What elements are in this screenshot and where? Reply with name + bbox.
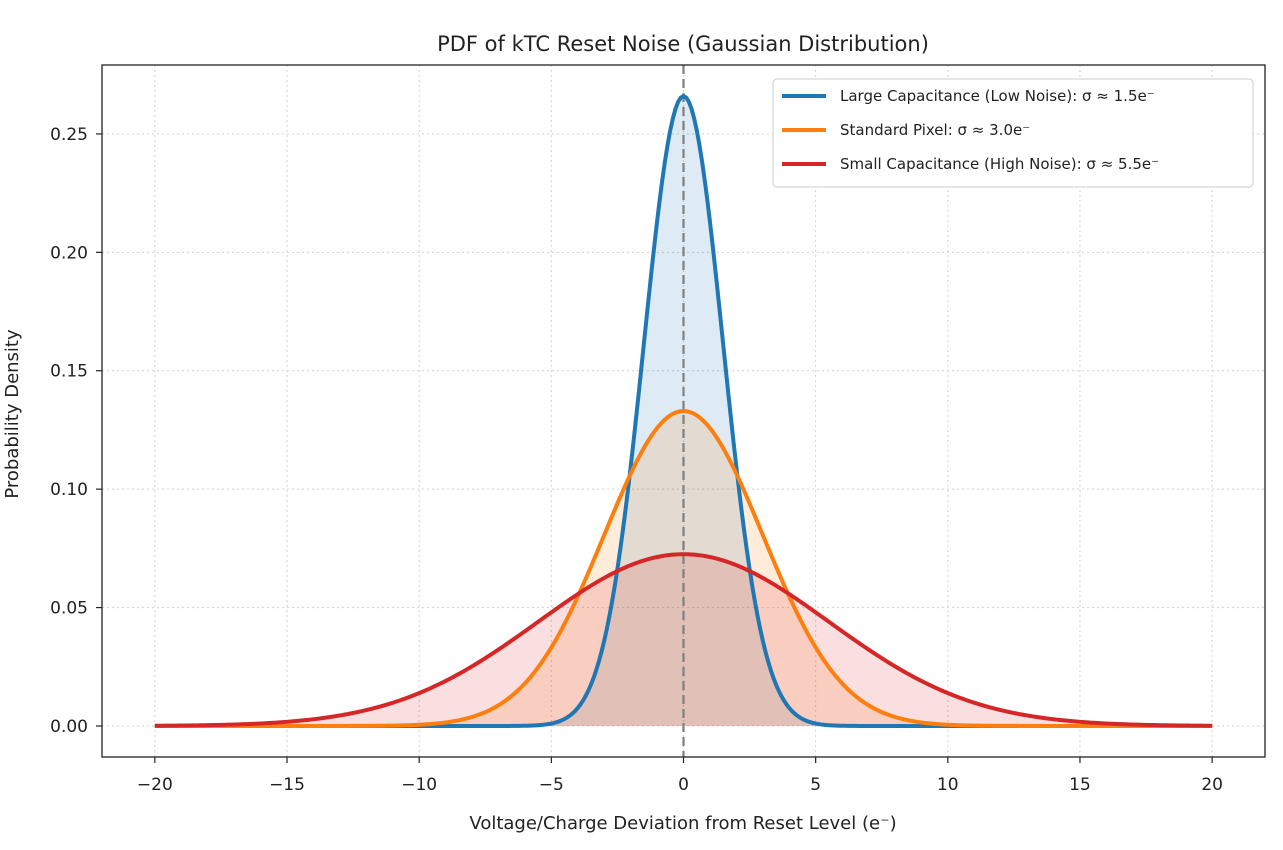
y-tick-label: 0.20	[50, 243, 88, 263]
chart-title: PDF of kTC Reset Noise (Gaussian Distrib…	[437, 32, 929, 56]
x-tick-label: 5	[810, 775, 821, 795]
y-tick-label: 0.00	[50, 717, 88, 737]
x-axis-ticks: −20 −15 −10 −5 0 5 10 15 20	[137, 757, 1223, 795]
y-tick-label: 0.05	[50, 599, 88, 619]
y-tick-label: 0.10	[50, 480, 88, 500]
x-axis-label: Voltage/Charge Deviation from Reset Leve…	[469, 813, 896, 834]
y-axis-ticks: 0.00 0.05 0.10 0.15 0.20 0.25	[50, 125, 102, 737]
x-tick-label: −5	[539, 775, 564, 795]
legend-label-2: Small Capacitance (High Noise): σ ≈ 5.5e…	[840, 155, 1159, 173]
x-tick-label: 20	[1201, 775, 1223, 795]
x-tick-label: 0	[678, 775, 689, 795]
series-lines	[154, 94, 1213, 728]
legend-box	[772, 78, 1254, 188]
x-tick-label: 15	[1069, 775, 1091, 795]
x-tick-label: −20	[137, 775, 173, 795]
y-tick-label: 0.25	[50, 125, 88, 145]
x-tick-label: −10	[401, 775, 437, 795]
y-tick-label: 0.15	[50, 362, 88, 382]
legend: Large Capacitance (Low Noise): σ ≈ 1.5e⁻…	[772, 78, 1254, 188]
x-tick-label: −15	[269, 775, 305, 795]
legend-label-1: Standard Pixel: σ ≈ 3.0e⁻	[840, 121, 1030, 139]
series-fill-1	[154, 411, 1213, 726]
series-line-1	[154, 409, 1213, 728]
y-axis-label: Probability Density	[2, 329, 23, 499]
legend-label-0: Large Capacitance (Low Noise): σ ≈ 1.5e⁻	[840, 87, 1155, 105]
series-line-2	[154, 552, 1213, 728]
x-tick-label: 10	[937, 775, 959, 795]
